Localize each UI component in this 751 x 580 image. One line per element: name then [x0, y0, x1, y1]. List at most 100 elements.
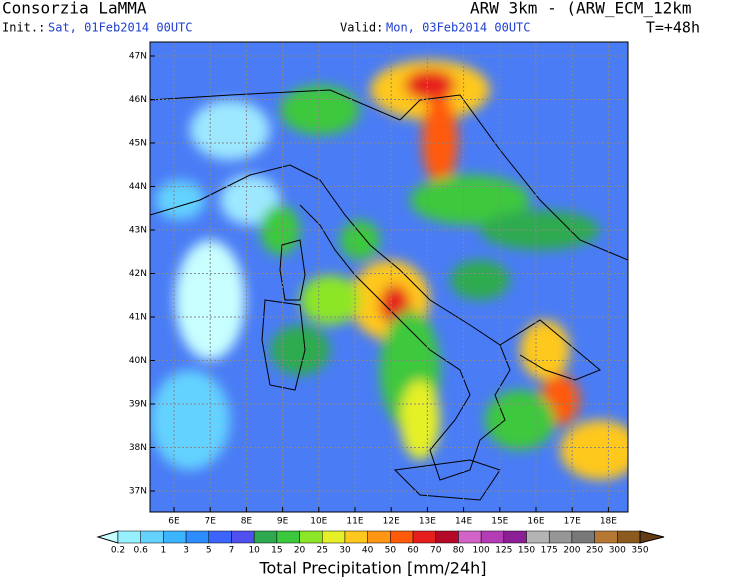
colorbar-box — [526, 530, 550, 544]
precip-area — [400, 380, 440, 460]
lat-label: 41N — [129, 313, 147, 323]
colorbar-label: 125 — [495, 546, 512, 556]
forecast-time: T=+48h — [646, 19, 700, 37]
colorbar-box — [140, 530, 164, 544]
precip-area — [220, 175, 280, 225]
colorbar-box — [617, 530, 641, 544]
lat-label: 38N — [129, 443, 147, 453]
colorbar-label: 0.2 — [111, 546, 125, 556]
right-title: ARW 3km - (ARW_ECM_12km — [470, 0, 692, 18]
lat-label: 37N — [129, 487, 147, 497]
lon-label: 18E — [600, 517, 617, 527]
precip-area — [175, 240, 245, 360]
precip-area — [405, 70, 455, 100]
lon-label: 17E — [564, 517, 581, 527]
precip-area — [280, 85, 360, 135]
lon-label: 11E — [346, 517, 363, 527]
colorbar-label: 250 — [586, 546, 603, 556]
colorbar-box — [208, 530, 232, 544]
colorbar-box — [548, 530, 573, 544]
colorbar: 0.2 0.6 1 3 5 7 10 15 20 25 30 40 50 60 70 80 100 125 150 1… — [96, 530, 665, 556]
lon-label: 8E — [241, 517, 253, 527]
colorbar-box — [322, 530, 346, 544]
colorbar-label: 40 — [362, 546, 374, 556]
lat-label: 42N — [129, 269, 147, 279]
lat-label: 44N — [129, 182, 147, 192]
colorbar-box — [571, 530, 595, 544]
lon-label: 12E — [383, 517, 400, 527]
left-title: Consorzia LaMMA — [2, 0, 147, 18]
colorbar-label: 25 — [317, 546, 328, 556]
precip-area — [150, 370, 230, 470]
lat-label: 47N — [129, 52, 147, 62]
colorbar-box — [458, 530, 482, 544]
precip-area — [300, 275, 360, 325]
lon-label: 15E — [491, 517, 508, 527]
lon-label: 7E — [204, 517, 216, 527]
init-label: Init.: — [2, 21, 45, 35]
precip-area — [485, 390, 555, 450]
lon-label: 13E — [419, 517, 436, 527]
colorbar-label: 300 — [609, 546, 626, 556]
colorbar-box — [299, 530, 323, 544]
colorbar-box — [276, 530, 300, 544]
colorbar-box — [390, 530, 414, 544]
colorbar-label: 50 — [385, 546, 397, 556]
map-frame — [149, 41, 629, 513]
precip-area — [422, 95, 458, 185]
colorbar-label: 0.6 — [134, 546, 149, 556]
colorbar-label: 350 — [631, 546, 648, 556]
lon-label: 16E — [527, 517, 544, 527]
colorbar-box — [594, 530, 618, 544]
colorbar-box — [503, 530, 527, 544]
colorbar-box — [367, 530, 391, 544]
colorbar-box — [163, 530, 187, 544]
colorbar-label: 5 — [206, 546, 212, 556]
lon-label: 10E — [310, 517, 327, 527]
lat-label: 45N — [129, 139, 147, 149]
colorbar-box — [344, 530, 368, 544]
precip-area — [190, 100, 270, 160]
colorbar-label: 1 — [161, 546, 167, 556]
colorbar-arrow — [639, 530, 665, 544]
colorbar-title: Total Precipitation [mm/24h] — [258, 559, 486, 578]
lat-label: 40N — [129, 356, 147, 366]
colorbar-box — [253, 530, 278, 544]
colorbar-label: 150 — [518, 546, 535, 556]
colorbar-label: 60 — [407, 546, 419, 556]
precip-field — [150, 60, 628, 480]
valid-value: Mon, 03Feb2014 00UTC — [386, 21, 531, 35]
colorbar-box — [231, 530, 255, 544]
colorbar-box — [412, 530, 436, 544]
colorbar-box — [480, 530, 505, 544]
precip-area — [450, 260, 510, 300]
colorbar-label: 200 — [563, 546, 580, 556]
colorbar-label: 20 — [294, 546, 306, 556]
colorbar-box — [117, 530, 141, 544]
lon-label: 6E — [168, 517, 180, 527]
colorbar-label: 7 — [229, 546, 235, 556]
colorbar-label: 100 — [473, 546, 490, 556]
colorbar-label: 175 — [541, 546, 558, 556]
lat-label: 39N — [129, 400, 147, 410]
colorbar-box — [185, 530, 210, 544]
colorbar-arrow — [96, 530, 119, 544]
colorbar-label: 15 — [271, 546, 282, 556]
precip-area — [340, 220, 380, 260]
precip-area — [520, 320, 570, 380]
map-axes: 47N 46N 45N 44N 43N 42N 41N 40N 39N 38N 37N 6E 7E 8E 9… — [129, 52, 617, 527]
lon-label: 9E — [277, 517, 289, 527]
valid-label: Valid: — [340, 21, 383, 35]
precipitation-map — [150, 42, 628, 512]
colorbar-label: 70 — [430, 546, 442, 556]
precip-area — [270, 325, 330, 375]
precip-area — [560, 420, 628, 480]
lat-label: 46N — [129, 95, 147, 105]
colorbar-label: 30 — [339, 546, 351, 556]
lon-label: 14E — [455, 517, 472, 527]
colorbar-box — [435, 530, 459, 544]
lat-label: 43N — [129, 226, 147, 236]
init-value: Sat, 01Feb2014 00UTC — [48, 21, 193, 35]
